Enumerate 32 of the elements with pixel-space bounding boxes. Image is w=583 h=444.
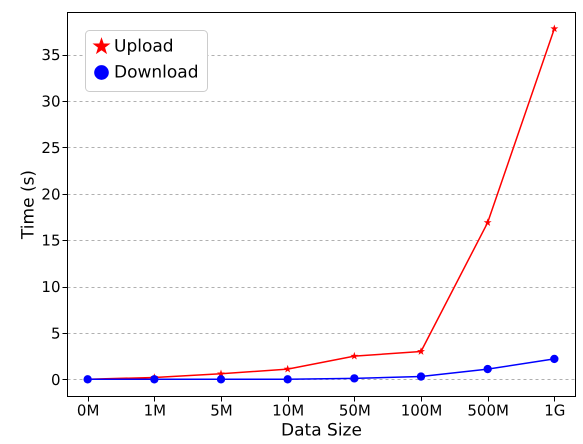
point: [483, 364, 492, 374]
point: [350, 374, 359, 383]
x-tick-label: 100M: [400, 402, 442, 420]
x-tick-label: 0M: [76, 402, 100, 420]
point: [550, 354, 559, 364]
y-axis-title: Time (s): [18, 170, 38, 240]
point: [550, 24, 558, 32]
x-tick-label: 1G: [544, 402, 566, 420]
y-tick-label: 35: [41, 46, 60, 64]
y-tick-label: 15: [41, 232, 60, 250]
y-tick-label: 5: [50, 324, 60, 342]
y-tick-label: 25: [41, 138, 60, 157]
point: [350, 352, 358, 360]
point: [216, 375, 226, 384]
point: [484, 218, 492, 226]
point: [284, 364, 292, 372]
y-tick-label: 0: [50, 370, 60, 389]
x-tick-label: 5M: [210, 402, 233, 420]
point: [417, 347, 425, 355]
legend-label: Download: [114, 62, 199, 82]
x-tick-label: 10M: [272, 402, 304, 420]
legend-label: Upload: [114, 36, 174, 56]
x-tick-label: 500M: [467, 402, 509, 420]
x-axis-title: Data Size: [281, 420, 362, 440]
y-tick-label: 10: [41, 278, 60, 296]
x-tick-label: 1M: [144, 402, 166, 420]
y-tick-label: 20: [41, 185, 60, 204]
point: [283, 375, 292, 384]
point: [416, 372, 426, 381]
x-tick-label: 50M: [338, 402, 371, 420]
point: [150, 375, 159, 384]
y-tick-label: 30: [41, 92, 60, 111]
